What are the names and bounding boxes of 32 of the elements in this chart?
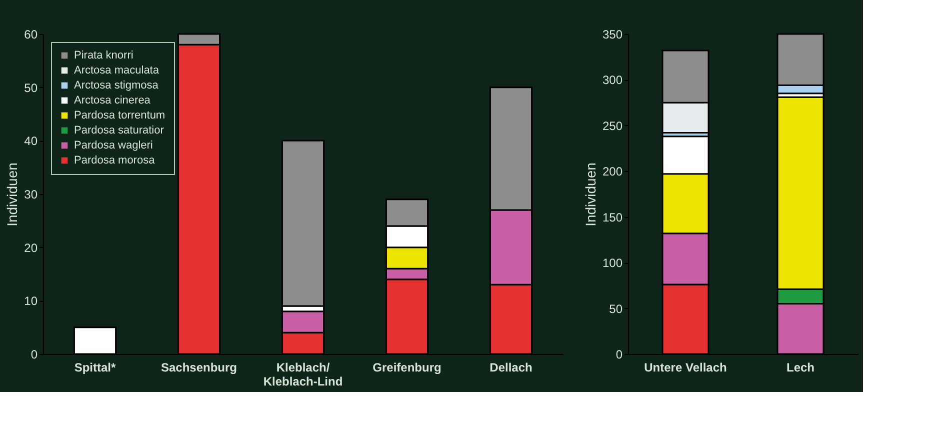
y-tick-label: 300 xyxy=(602,73,623,88)
legend-label: Pardosa morosa xyxy=(74,154,156,166)
y-tick-label: 250 xyxy=(602,118,623,133)
legend-label: Pirata knorri xyxy=(74,50,134,62)
x-tick-label: Spittal* xyxy=(74,360,116,374)
y-tick-label: 100 xyxy=(602,256,623,270)
y-tick-label: 150 xyxy=(602,210,623,224)
x-tick-label: Untere Vellach xyxy=(644,360,727,374)
y-tick-label: 200 xyxy=(602,164,623,179)
y-tick-label: 50 xyxy=(609,302,623,316)
x-tick-label: Kleblach/ Kleblach-Lind xyxy=(263,360,343,388)
x-tick-label: Sachsenburg xyxy=(160,360,238,374)
y-tick-label: 350 xyxy=(602,28,623,42)
legend-label: Arctosa stigmosa xyxy=(74,80,160,92)
x-tick-label: Greifenburg xyxy=(372,360,442,374)
legend-label: Pardosa torrentum xyxy=(74,110,166,122)
legend-label: Arctosa cinerea xyxy=(74,94,152,106)
y-tick-label: 40 xyxy=(24,134,38,148)
y-axis-title: Individuen xyxy=(4,162,20,226)
y-tick-label: 30 xyxy=(24,188,38,202)
x-tick-label: Dellach xyxy=(490,360,532,374)
y-tick-label: 0 xyxy=(30,348,38,362)
x-tick-label: Lech xyxy=(786,360,815,374)
legend-label: Pardosa saturatior xyxy=(74,124,164,136)
y-tick-label: 20 xyxy=(24,240,38,255)
y-axis-title: Individuen xyxy=(582,162,598,226)
y-tick-label: 0 xyxy=(616,348,623,362)
legend-label: Pardosa wagleri xyxy=(74,140,153,152)
y-tick-label: 60 xyxy=(24,28,38,42)
y-tick-label: 10 xyxy=(24,294,38,308)
y-tick-label: 50 xyxy=(24,80,38,95)
legend-label: Arctosa maculata xyxy=(74,64,160,76)
